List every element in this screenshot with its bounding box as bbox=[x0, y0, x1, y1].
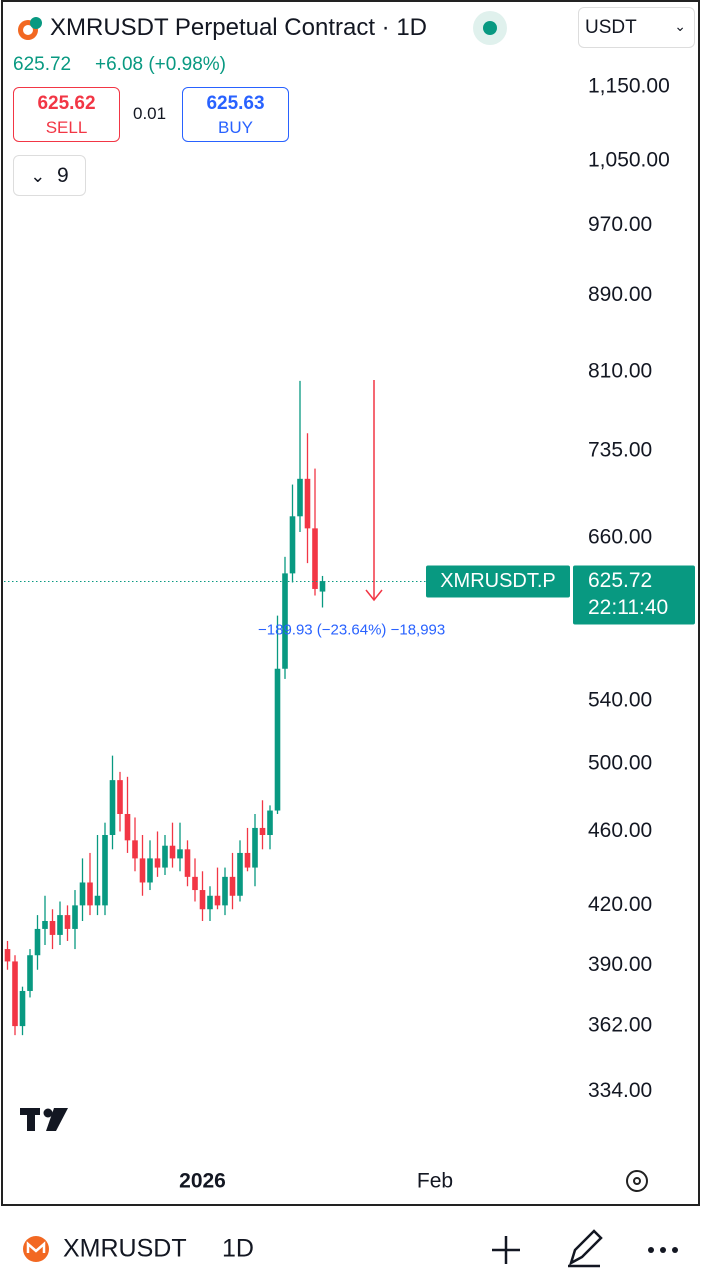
candle-body bbox=[87, 882, 93, 906]
candle-body bbox=[319, 581, 326, 592]
add-icon[interactable] bbox=[492, 1236, 520, 1264]
y-tick-label: 660.00 bbox=[588, 526, 652, 549]
candle-body bbox=[207, 895, 213, 910]
candle-body bbox=[162, 845, 168, 868]
buy-button[interactable]: 625.63 BUY bbox=[182, 87, 289, 142]
y-tick-label: 810.00 bbox=[588, 359, 652, 382]
candle-body bbox=[259, 827, 266, 835]
y-tick-label: 1,150.00 bbox=[588, 75, 670, 98]
countdown: 22:11:40 bbox=[588, 596, 668, 619]
candle-body bbox=[109, 780, 116, 835]
candle-body bbox=[42, 920, 48, 929]
currency: USDT bbox=[585, 17, 637, 38]
candle-body bbox=[282, 573, 288, 669]
candle-body bbox=[304, 478, 311, 529]
symbol-tag-label: XMRUSDT.P bbox=[440, 570, 556, 592]
y-tick-label: 500.00 bbox=[588, 751, 652, 774]
candle-body bbox=[49, 920, 56, 935]
draw-icon[interactable] bbox=[568, 1229, 603, 1268]
candle-body bbox=[177, 849, 183, 859]
candle-body bbox=[192, 876, 198, 891]
candle-body bbox=[237, 852, 243, 896]
y-tick-label: 735.00 bbox=[588, 438, 652, 461]
candle-body bbox=[94, 895, 101, 906]
market-status bbox=[473, 11, 507, 45]
candle-body bbox=[147, 858, 153, 883]
price-tag-value: 625.72 bbox=[588, 569, 652, 592]
last-price: 625.72 bbox=[13, 54, 72, 75]
candle-body bbox=[222, 876, 228, 906]
more-icon[interactable] bbox=[648, 1247, 678, 1253]
y-tick-label: 540.00 bbox=[588, 689, 652, 712]
tradingview-logo bbox=[20, 1108, 68, 1131]
candle-body bbox=[102, 834, 108, 906]
footer-symbol[interactable]: XMRUSDT bbox=[63, 1235, 187, 1263]
buy-price: 625.63 bbox=[206, 93, 265, 114]
y-tick-label: 334.00 bbox=[588, 1079, 652, 1102]
indicators-toggle[interactable]: ⌄ 9 bbox=[13, 155, 86, 196]
candle-body bbox=[139, 858, 146, 883]
candle-body bbox=[57, 915, 63, 935]
candle-body bbox=[132, 840, 138, 859]
price-change: +6.08 (+0.98%) bbox=[95, 54, 226, 75]
y-tick-label: 1,050.00 bbox=[588, 148, 670, 171]
spread: 0.01 bbox=[133, 104, 167, 123]
sell-price: 625.62 bbox=[37, 93, 96, 114]
candle-body bbox=[117, 780, 123, 814]
y-tick-label: 970.00 bbox=[588, 213, 652, 236]
monero-logo-mark bbox=[26, 1241, 46, 1253]
sell-label: SELL bbox=[45, 118, 88, 137]
candle-body bbox=[124, 813, 131, 841]
plot: 1,150.00 1,050.00 970.00 890.00 810.00 735.00… bbox=[4, 75, 695, 1193]
frame bbox=[1, 0, 700, 1206]
y-tick-label: 390.00 bbox=[588, 953, 652, 976]
candle-body bbox=[64, 915, 71, 929]
currency-select[interactable]: USDT ⌄ bbox=[578, 7, 695, 48]
measure-label: −189.93 (−23.64%) −18,993 bbox=[258, 621, 445, 638]
settings-icon-dot bbox=[633, 1177, 641, 1185]
y-tick-label: 890.00 bbox=[588, 283, 652, 306]
candle-body bbox=[289, 516, 296, 574]
candle-body bbox=[199, 890, 206, 910]
symbol-logo bbox=[18, 17, 42, 40]
candle-body bbox=[244, 852, 251, 868]
candle-body bbox=[214, 895, 221, 906]
y-tick-label: 362.00 bbox=[588, 1014, 652, 1037]
candle-body bbox=[19, 990, 26, 1027]
buy-label: BUY bbox=[218, 118, 253, 137]
candle-body bbox=[154, 858, 161, 868]
x-tick-label: 2026 bbox=[179, 1170, 226, 1193]
candle-body bbox=[267, 810, 273, 835]
candle-body bbox=[12, 961, 18, 1027]
candle-body bbox=[252, 827, 258, 868]
sell-button[interactable]: 625.62 SELL bbox=[13, 87, 120, 142]
candle-body bbox=[27, 955, 33, 991]
candle-body bbox=[297, 478, 303, 517]
monero-logo bbox=[23, 1236, 49, 1262]
x-tick-label: Feb bbox=[417, 1170, 453, 1193]
candle-body bbox=[274, 668, 281, 811]
y-tick-label: 460.00 bbox=[588, 819, 652, 842]
symbol-tag bbox=[426, 565, 570, 598]
candle-body bbox=[169, 845, 176, 859]
candle-body bbox=[312, 528, 318, 589]
candle-body bbox=[34, 928, 41, 956]
candle-body bbox=[4, 949, 11, 962]
y-tick-label: 420.00 bbox=[588, 893, 652, 916]
indicator-count: 9 bbox=[57, 164, 69, 187]
footer-interval[interactable]: 1D bbox=[222, 1235, 254, 1263]
price-tag bbox=[573, 565, 695, 625]
settings-icon[interactable] bbox=[626, 1170, 648, 1192]
symbol-title[interactable]: XMRUSDT Perpetual Contract · 1D bbox=[50, 14, 428, 41]
candle-body bbox=[79, 882, 86, 906]
measure-arrow-head bbox=[365, 589, 383, 602]
candle-body bbox=[184, 849, 191, 877]
candle-body bbox=[229, 876, 236, 896]
candle-body bbox=[72, 905, 78, 929]
